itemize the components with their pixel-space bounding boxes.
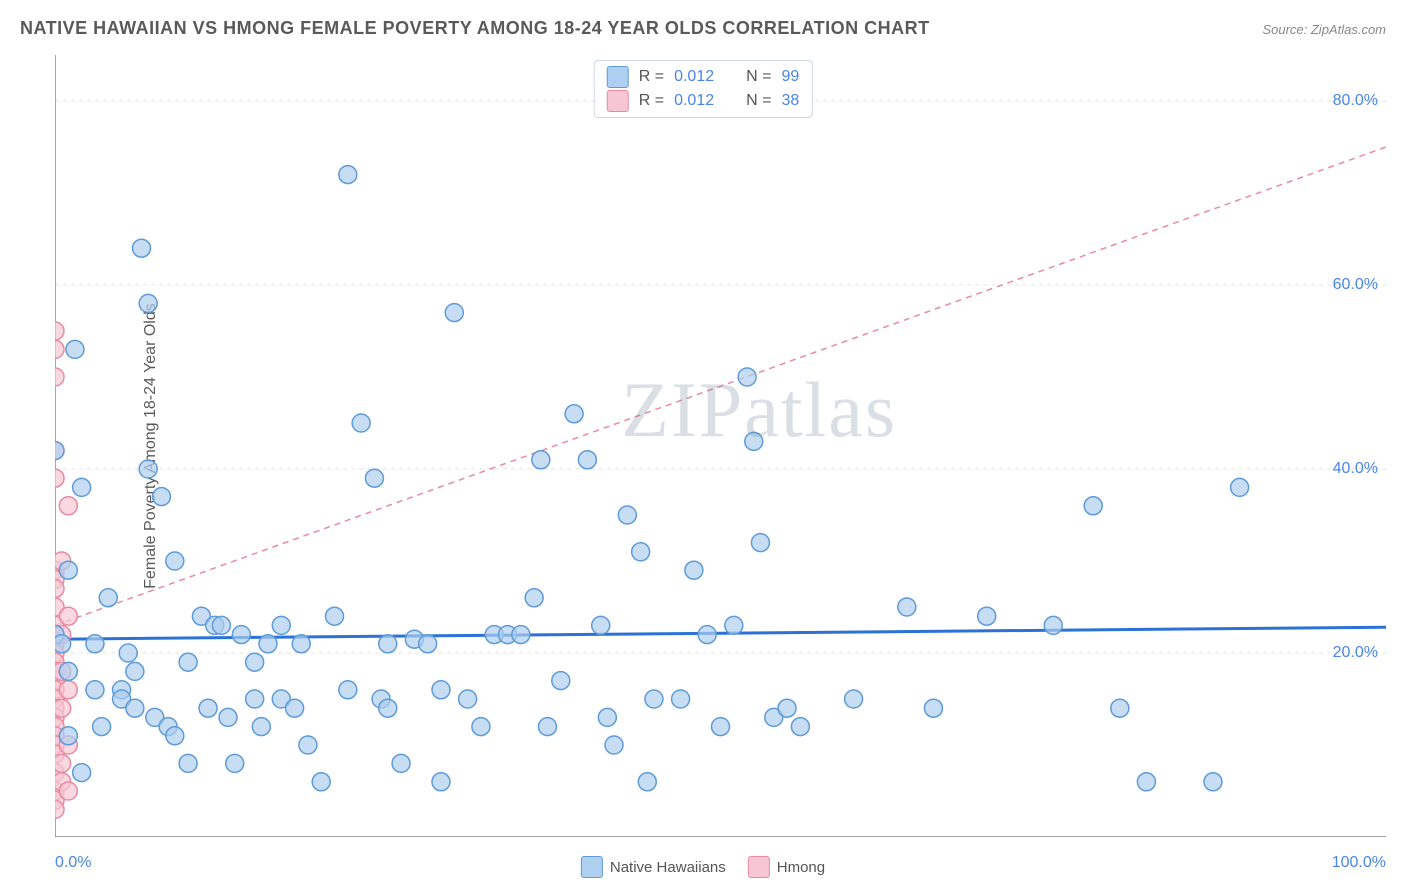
stats-legend-row: R = 0.012 N = 38: [607, 89, 800, 113]
legend-swatch: [607, 66, 629, 88]
n-value: 99: [781, 68, 799, 86]
source-label: Source: ZipAtlas.com: [1262, 22, 1386, 37]
x-axis-min-label: 0.0%: [55, 854, 91, 872]
r-label: R =: [639, 68, 664, 86]
stats-legend: R = 0.012 N = 99 R = 0.012 N = 38: [594, 60, 813, 118]
r-value: 0.012: [674, 68, 714, 86]
series-legend-item: Native Hawaiians: [581, 856, 726, 878]
n-label: N =: [746, 68, 771, 86]
r-label: R =: [639, 92, 664, 110]
n-label: N =: [746, 92, 771, 110]
legend-swatch: [607, 90, 629, 112]
y-axis-tick-labels: 20.0% 40.0% 60.0% 80.0%: [1318, 55, 1378, 837]
legend-swatch: [748, 856, 770, 878]
stats-legend-row: R = 0.012 N = 99: [607, 65, 800, 89]
y-tick-label: 60.0%: [1333, 276, 1378, 294]
chart-title: NATIVE HAWAIIAN VS HMONG FEMALE POVERTY …: [20, 18, 930, 39]
series-legend-item: Hmong: [748, 856, 825, 878]
n-value: 38: [781, 92, 799, 110]
x-axis-max-label: 100.0%: [1332, 854, 1386, 872]
r-value: 0.012: [674, 92, 714, 110]
y-tick-label: 80.0%: [1333, 92, 1378, 110]
series-legend-label: Hmong: [777, 859, 825, 876]
y-tick-label: 40.0%: [1333, 460, 1378, 478]
series-legend: Native Hawaiians Hmong: [581, 856, 825, 878]
scatter-plot: [55, 55, 1386, 837]
series-legend-label: Native Hawaiians: [610, 859, 726, 876]
legend-swatch: [581, 856, 603, 878]
y-tick-label: 20.0%: [1333, 644, 1378, 662]
